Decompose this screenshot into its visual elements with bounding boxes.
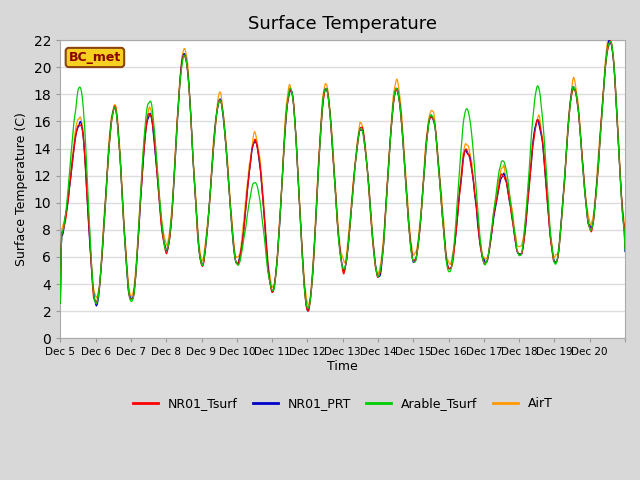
NR01_PRT (56, 300, 64, 306)
NR01_PRT (276, 221, 284, 227)
Arable_Tsurf (227, 205, 234, 211)
AirT (402, 170, 410, 176)
AirT (255, 146, 262, 152)
NR01_PRT (433, 147, 441, 153)
NR01_Tsurf (276, 218, 284, 224)
NR01_Tsurf (402, 179, 410, 185)
Line: NR01_Tsurf: NR01_Tsurf (60, 41, 625, 311)
AirT (621, 243, 629, 249)
NR01_PRT (402, 177, 410, 182)
NR01_Tsurf (227, 204, 234, 210)
Line: AirT: AirT (60, 40, 625, 306)
NR01_PRT (605, 37, 613, 43)
AirT (123, 257, 131, 263)
Line: NR01_PRT: NR01_PRT (60, 40, 625, 311)
NR01_Tsurf (255, 151, 262, 157)
Arable_Tsurf (56, 300, 64, 306)
Arable_Tsurf (304, 305, 312, 311)
NR01_PRT (304, 308, 312, 314)
NR01_PRT (255, 152, 262, 157)
AirT (276, 216, 284, 221)
Line: Arable_Tsurf: Arable_Tsurf (60, 41, 625, 308)
AirT (604, 37, 612, 43)
X-axis label: Time: Time (327, 360, 358, 373)
AirT (227, 200, 234, 206)
AirT (433, 145, 441, 151)
AirT (56, 299, 64, 304)
AirT (305, 303, 312, 309)
Arable_Tsurf (276, 219, 284, 225)
NR01_Tsurf (305, 308, 312, 314)
Arable_Tsurf (607, 38, 614, 44)
NR01_Tsurf (56, 300, 64, 306)
NR01_Tsurf (621, 244, 629, 250)
Arable_Tsurf (402, 179, 410, 184)
Arable_Tsurf (255, 189, 262, 194)
NR01_Tsurf (433, 152, 441, 157)
Y-axis label: Surface Temperature (C): Surface Temperature (C) (15, 112, 28, 266)
Text: BC_met: BC_met (69, 51, 121, 64)
Arable_Tsurf (123, 264, 131, 270)
Legend: NR01_Tsurf, NR01_PRT, Arable_Tsurf, AirT: NR01_Tsurf, NR01_PRT, Arable_Tsurf, AirT (128, 392, 557, 415)
NR01_PRT (123, 264, 131, 270)
NR01_PRT (227, 205, 234, 211)
Title: Surface Temperature: Surface Temperature (248, 15, 437, 33)
NR01_Tsurf (607, 38, 614, 44)
Arable_Tsurf (621, 247, 629, 253)
NR01_PRT (621, 249, 629, 254)
NR01_Tsurf (123, 261, 131, 267)
Arable_Tsurf (433, 148, 441, 154)
